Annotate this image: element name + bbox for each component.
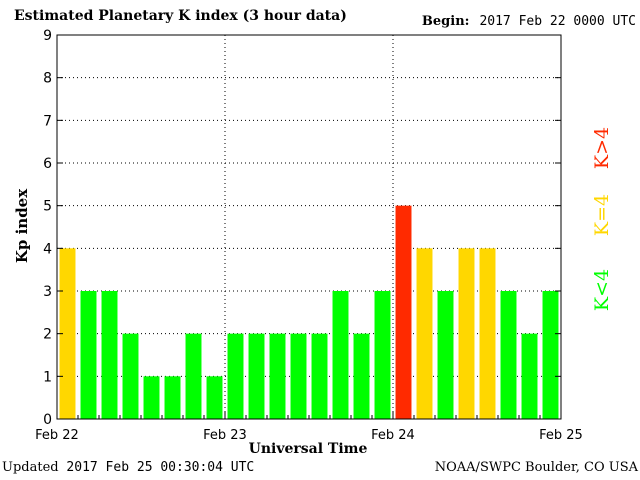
updated-label: Updated <box>2 460 59 475</box>
kp-bar <box>80 291 97 419</box>
y-tick-label: 4 <box>43 241 52 257</box>
x-tick-label: Feb 24 <box>371 428 415 443</box>
kp-bar <box>248 333 265 419</box>
kp-bar <box>59 248 76 419</box>
y-tick-label: 6 <box>43 156 52 172</box>
kp-bar <box>290 333 307 419</box>
begin-label: Begin: <box>421 14 470 29</box>
legend-low: K<4 <box>591 269 613 311</box>
x-tick-label: Feb 22 <box>35 428 79 443</box>
legend: K<4 K=4 K>4 <box>591 127 613 311</box>
x-tick-label: Feb 23 <box>203 428 247 443</box>
y-tick-label: 5 <box>43 199 52 215</box>
kp-bar <box>101 291 118 419</box>
chart-title: Estimated Planetary K index (3 hour data… <box>14 8 347 24</box>
updated-value: 2017 Feb 25 00:30:04 UTC <box>66 460 255 475</box>
kp-bar <box>122 333 139 419</box>
y-tick-label: 3 <box>43 284 52 300</box>
plot-area: 0 1 2 3 4 5 6 7 8 9 Feb 22 Feb 23 Feb 24 Feb 25 <box>35 28 583 443</box>
updated-info: Updated 2017 Feb 25 00:30:04 UTC <box>2 460 254 475</box>
begin-value: 2017 Feb 22 0000 UTC <box>479 14 636 29</box>
y-tick-label: 8 <box>43 71 52 87</box>
kp-bar <box>332 291 349 419</box>
kp-bar <box>353 333 370 419</box>
x-axis-label: Universal Time <box>249 441 368 457</box>
kp-bar <box>227 333 244 419</box>
legend-high: K>4 <box>591 127 613 169</box>
begin-info: Begin: 2017 Feb 22 0000 UTC <box>422 14 636 29</box>
y-tick-label: 0 <box>43 412 52 428</box>
y-tick-label: 7 <box>43 113 52 129</box>
y-tick-label: 9 <box>43 28 52 44</box>
kp-bar <box>269 333 286 419</box>
kp-bar <box>521 333 538 419</box>
kp-bar <box>164 376 181 419</box>
y-tick-label: 2 <box>43 327 52 343</box>
kp-bar <box>311 333 328 419</box>
kp-bar <box>416 248 433 419</box>
kp-bar <box>500 291 517 419</box>
kp-bar <box>374 291 391 419</box>
kp-bar <box>458 248 475 419</box>
kp-bar <box>395 205 412 419</box>
kp-bar <box>479 248 496 419</box>
source-credit: NOAA/SWPC Boulder, CO USA <box>434 460 638 475</box>
kp-bar <box>437 291 454 419</box>
kp-bar <box>542 291 559 419</box>
kp-bar <box>143 376 160 419</box>
kp-bar <box>185 333 202 419</box>
y-tick-label: 1 <box>43 369 52 385</box>
kp-bar <box>206 376 223 419</box>
y-axis-label: Kp index <box>13 188 31 263</box>
x-tick-label: Feb 25 <box>539 428 583 443</box>
legend-mid: K=4 <box>591 194 613 236</box>
